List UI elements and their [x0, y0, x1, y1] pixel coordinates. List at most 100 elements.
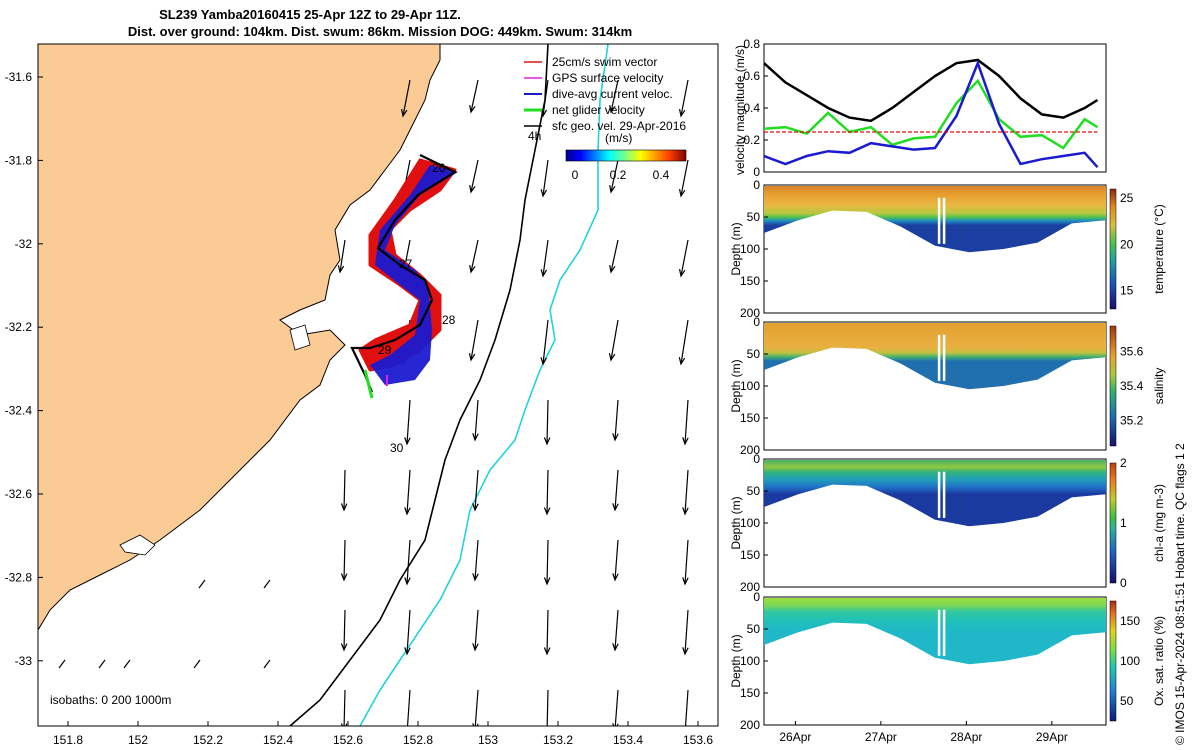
colorbar-tick-label: 35.4	[1120, 379, 1144, 393]
velocity-arrow-head	[682, 437, 689, 446]
depth-tick-label: 100	[740, 654, 760, 668]
velocity-arrow	[546, 689, 549, 726]
depth-tick-label: 0	[753, 452, 760, 466]
title-line-1: SL239 Yamba20160415 25-Apr 12Z to 29-Apr…	[159, 7, 461, 22]
velocity-arrow	[614, 689, 619, 726]
velocity-arrow-head	[472, 643, 479, 652]
velocity-arrow	[263, 579, 271, 589]
velocity-magnitude-chart: 0 0.2 0.4 0.6 0.8 velocity magnitude (m/s)	[733, 37, 1107, 179]
colorbar-tick-label: 150	[1120, 614, 1140, 628]
depth-tick-label: 0	[753, 590, 760, 604]
velocity-arrow	[343, 469, 346, 511]
title-line-2: Dist. over ground: 104km. Dist. swum: 86…	[127, 24, 633, 39]
velocity-arrow	[542, 79, 549, 117]
velocity-arrow-head	[609, 185, 616, 194]
depth-tick-label: 200	[740, 306, 760, 320]
velocity-arrow	[546, 469, 549, 515]
velocity-arrow-head	[400, 109, 408, 118]
velocity-arrow-head	[543, 647, 551, 656]
depth-tick-label: 50	[747, 347, 761, 361]
velocity-arrow-head	[609, 105, 616, 114]
velocity-arrow-head	[612, 503, 619, 512]
velocity-arrow	[610, 79, 619, 113]
map-legend: 25cm/s swim vector GPS surface velocity …	[524, 55, 686, 133]
velocity-arrow-head	[472, 433, 479, 442]
map-x-tick-label: 153.2	[543, 733, 573, 747]
time-tick-label: 28Apr	[950, 730, 982, 744]
colorbar-label: chl-a (mg m-3)	[1152, 484, 1166, 562]
map-x-tick-label: 152.4	[263, 733, 293, 747]
velocity-arrow	[542, 319, 549, 365]
velocity-arrow	[406, 539, 411, 585]
velocity-arrow-head	[682, 577, 689, 586]
velocity-arrow-head	[612, 643, 619, 652]
velocity-arrow	[680, 159, 689, 197]
glider-track-line	[350, 154, 458, 393]
colorbar-label: temperature (°C)	[1152, 204, 1166, 294]
velocity-arrow	[546, 609, 549, 655]
velocity-arrow	[542, 239, 549, 277]
oxygen-colorbar	[1109, 600, 1117, 722]
salinity-section: 0 50 100 150 200 Depth (m) 35.6 35.4 35.2 salinit…	[729, 315, 1166, 457]
depth-axis-label: Depth (m)	[729, 496, 743, 549]
colorbar-tick-label: 20	[1120, 237, 1134, 251]
velocity-arrow-head	[678, 189, 686, 198]
data-gap	[937, 471, 941, 518]
map-x-tick-label: 153.6	[683, 733, 713, 747]
data-gap	[942, 334, 946, 381]
chl-a-field	[764, 459, 1106, 527]
colorbar-tick: 0	[572, 168, 579, 182]
velocity-arrow	[610, 319, 619, 361]
velocity-arrow-head	[678, 357, 686, 366]
velocity-arrow	[680, 239, 689, 277]
depth-tick-label: 150	[740, 411, 760, 425]
velocity-arrow	[680, 79, 689, 117]
velocity-arrow	[343, 689, 346, 726]
colorbar-tick-label: 100	[1120, 654, 1140, 668]
colorbar-tick-label: 50	[1120, 694, 1134, 708]
isobath-1000m	[359, 44, 609, 726]
day-label: 27	[399, 257, 413, 271]
data-gap	[937, 197, 941, 244]
velocity-arrow	[684, 609, 689, 655]
velocity-arrow	[263, 659, 271, 669]
velocity-arrow-head	[472, 503, 479, 512]
velocity-arrow	[98, 659, 106, 669]
velocity-arrow	[339, 239, 346, 273]
velocity-arrow-head	[340, 503, 348, 512]
legend-label-dive: dive-avg current veloc.	[552, 87, 673, 101]
temperature-section: 0 50 100 150 200 Depth (m) 25 20 15 temperature (…	[729, 178, 1166, 320]
velocity-y-label: velocity magnitude (m/s)	[733, 45, 747, 175]
series-line-dive-avg-current-veloc-	[764, 59, 1099, 169]
map-y-tick-label: -32.8	[5, 570, 33, 584]
series-line-sfc-geo-vel-	[764, 58, 1099, 123]
time-tick-label: 26Apr	[779, 730, 811, 744]
velocity-plot-frame	[763, 43, 1107, 173]
velocity-arrow	[123, 659, 131, 669]
depth-tick-label: 100	[740, 379, 760, 393]
map-y-tick-label: -32.4	[5, 404, 33, 418]
colorbar-gradient	[565, 149, 687, 162]
depth-label: 4h	[528, 129, 541, 143]
velocity-arrow	[406, 399, 411, 445]
velocity-arrow	[343, 609, 346, 651]
velocity-y-ticks: 0 0.2 0.4 0.6 0.8	[743, 37, 768, 179]
depth-axis-label: Depth (m)	[729, 634, 743, 687]
depth-tick-label: 200	[740, 580, 760, 594]
velocity-arrow-head	[609, 265, 616, 274]
velocity-arrow	[474, 399, 479, 441]
series-line-net-glider-velocity	[764, 78, 1099, 150]
velocity-arrow	[614, 399, 619, 441]
depth-axis-label: Depth (m)	[729, 222, 743, 275]
glider-track-map: 151.8 152 152.2 152.4 152.6 152.8 153 153.2 153.…	[5, 43, 719, 747]
velocity-arrow-head	[612, 433, 619, 442]
day-label: 28	[442, 313, 456, 327]
velocity-arrow-head	[469, 265, 476, 274]
depth-tick-label: 50	[747, 484, 761, 498]
velocity-arrow-head	[340, 573, 348, 582]
velocity-arrow-head	[404, 507, 411, 516]
surface-velocity-arrows	[58, 79, 689, 726]
isobath-label: isobaths: 0 200 1000m	[50, 693, 171, 707]
colorbar-tick-label: 35.2	[1120, 413, 1144, 427]
legend-label-gps: GPS surface velocity	[552, 71, 663, 85]
